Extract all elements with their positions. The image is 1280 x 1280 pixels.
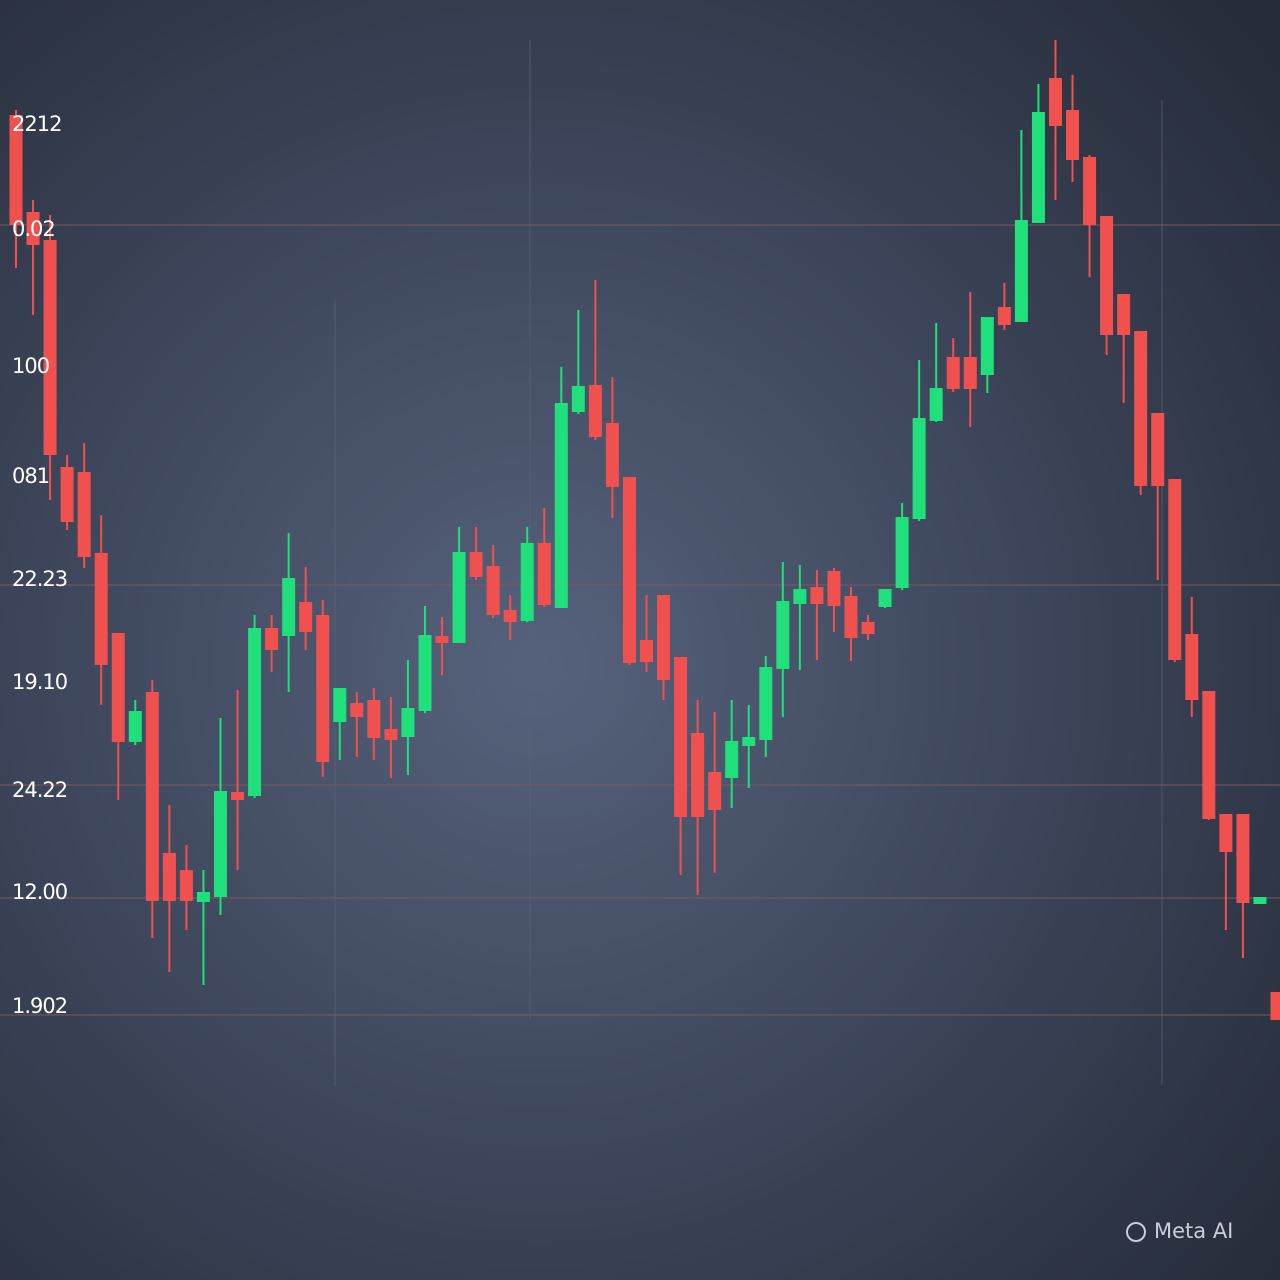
candle-body [316, 615, 330, 762]
candle-body [1202, 691, 1216, 819]
candle-body [384, 729, 398, 740]
candle-body [1185, 634, 1199, 700]
candle-body [554, 403, 568, 608]
candle-body [299, 602, 313, 632]
candle-body [1083, 157, 1097, 225]
watermark-icon [1126, 1222, 1146, 1242]
candle-body [793, 589, 807, 604]
candle-body [213, 791, 227, 897]
candle-body [1117, 294, 1131, 335]
candle-body [963, 357, 977, 389]
candle-body [196, 892, 210, 902]
candle-body [486, 566, 500, 615]
y-tick-label: 22.23 [12, 567, 67, 591]
candle-body [1134, 331, 1148, 486]
y-tick-label: 12.00 [12, 880, 67, 904]
candle-body [162, 853, 176, 901]
candle-body [520, 543, 534, 621]
grid [0, 224, 1280, 1016]
candle-body [1236, 814, 1250, 903]
candle-body [588, 385, 602, 437]
candle-body [60, 467, 74, 522]
y-tick-label: 100 [12, 354, 49, 378]
candle-body [1031, 112, 1045, 223]
candle-body [946, 357, 960, 389]
candle-body [179, 870, 193, 901]
candle-body [452, 552, 466, 643]
y-tick-label: 1.902 [12, 994, 67, 1018]
watermark: Meta AI [1126, 1219, 1233, 1243]
candle-body [503, 610, 517, 622]
candle-body [1270, 992, 1280, 1020]
candle-body [1100, 216, 1114, 335]
candle-body [640, 640, 653, 662]
y-tick-label: 24.22 [12, 778, 67, 802]
candle-body [776, 601, 790, 669]
candle-body [469, 552, 483, 577]
candle-body [622, 477, 636, 663]
candle-body [248, 628, 262, 796]
candle-body [980, 317, 994, 375]
candle-body [657, 595, 671, 680]
candle-body [605, 423, 619, 487]
candle-body [145, 692, 159, 901]
candle-body [282, 578, 296, 636]
candle-body [537, 543, 551, 605]
candle-body [367, 700, 381, 738]
candle-body [674, 657, 688, 817]
candle-body [725, 741, 739, 778]
candle-body [1151, 413, 1165, 486]
candle-body [26, 212, 40, 245]
y-tick-label: 2212 [12, 112, 61, 136]
candle-body [77, 472, 91, 557]
candle-body [1219, 814, 1233, 852]
watermark-text: Meta AI [1154, 1219, 1233, 1243]
candle-body [418, 635, 432, 711]
y-tick-label: 19.10 [12, 670, 67, 694]
candle-body [691, 733, 705, 817]
candle-body [810, 587, 824, 604]
candle-body [929, 388, 943, 421]
candle-body [1014, 220, 1028, 322]
candle-body [1048, 78, 1062, 126]
candle-body [265, 628, 279, 650]
candle-body [742, 737, 756, 746]
candle-body [1066, 110, 1080, 160]
y-tick-label: 081 [12, 464, 49, 488]
candle-body [231, 792, 245, 800]
candle-body [1168, 479, 1182, 660]
candle-body [435, 636, 449, 643]
candle-body [350, 703, 364, 717]
candle-body [878, 589, 892, 607]
candle-body [827, 571, 841, 606]
candle-body [759, 667, 773, 740]
candle-body [128, 711, 142, 742]
candle-body [708, 772, 722, 810]
candle-body [1253, 897, 1267, 904]
candle-body [861, 622, 875, 634]
candle-body [94, 553, 108, 665]
candle-body [997, 307, 1011, 325]
candle-body [401, 708, 415, 737]
candle-body [111, 633, 125, 742]
candle-body [895, 517, 909, 588]
y-tick-label: 0.02 [12, 217, 55, 241]
candle-body [333, 688, 347, 722]
candle-body [9, 115, 23, 225]
candle-body [43, 240, 57, 455]
candle-body [912, 418, 926, 519]
candle-body [571, 386, 585, 412]
candle-body [844, 596, 858, 638]
